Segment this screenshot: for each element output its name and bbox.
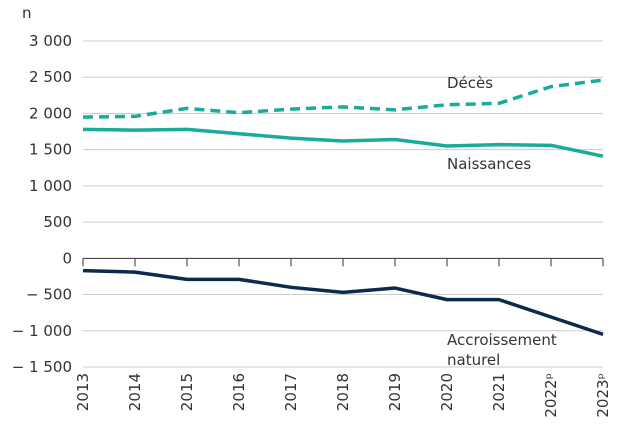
y-tick-label: 0 bbox=[62, 249, 72, 267]
x-tick-label: 2022ᵖ bbox=[542, 373, 560, 418]
series-line bbox=[82, 268, 604, 337]
y-tick-label: 3 000 bbox=[29, 32, 72, 50]
series-label: Accroissement naturel bbox=[447, 331, 557, 369]
x-tick-label: 2023ᵖ bbox=[594, 373, 612, 418]
series-line bbox=[82, 127, 604, 158]
x-tick-label: 2016 bbox=[230, 373, 248, 411]
y-tick-label: − 500 bbox=[26, 286, 72, 304]
x-tick-label: 2018 bbox=[334, 373, 352, 411]
y-tick-label: 2 000 bbox=[29, 104, 72, 122]
y-tick-label: − 1 000 bbox=[12, 322, 72, 340]
y-tick-label: 1 500 bbox=[29, 141, 72, 159]
series-line bbox=[82, 78, 604, 119]
series-label: Naissances bbox=[447, 155, 532, 173]
y-tick-label: − 1 500 bbox=[12, 358, 72, 376]
series-label: Décès bbox=[447, 74, 494, 92]
x-tick-label: 2015 bbox=[178, 373, 196, 411]
x-tick-label: 2019 bbox=[386, 373, 404, 411]
y-tick-label: 500 bbox=[43, 213, 72, 231]
y-tick-label: 2 500 bbox=[29, 68, 72, 86]
x-tick-label: 2014 bbox=[126, 373, 144, 411]
x-tick-label: 2013 bbox=[74, 373, 92, 411]
x-tick-label: 2017 bbox=[282, 373, 300, 411]
y-tick-label: 1 000 bbox=[29, 177, 72, 195]
x-tick-label: 2020 bbox=[438, 373, 456, 411]
y-axis-label: n bbox=[22, 4, 32, 22]
x-tick-label: 2021 bbox=[490, 373, 508, 411]
